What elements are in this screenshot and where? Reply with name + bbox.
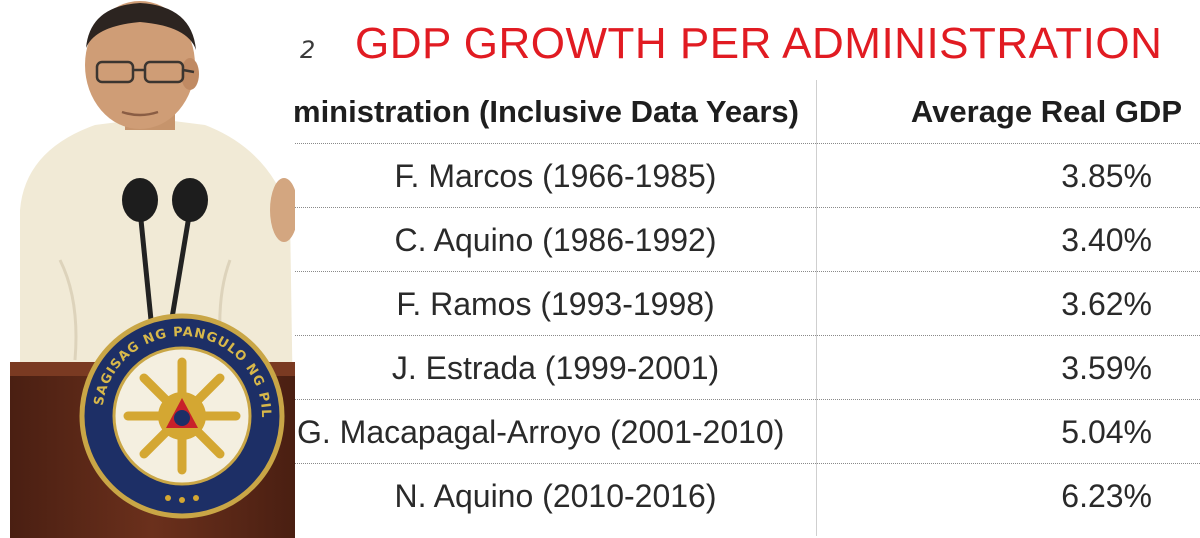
administration-cell: G. Macapagal-Arroyo (2001-2010) — [297, 414, 785, 450]
administration-cell: N. Aquino (2010-2016) — [394, 478, 717, 514]
table-row: N. Aquino (2010-2016) 6.23% — [295, 464, 1200, 528]
gdp-cell: 3.85% — [1061, 158, 1152, 194]
administration-cell: F. Marcos (1966-1985) — [394, 158, 717, 194]
header-administration: ministration (Inclusive Data Years) — [295, 94, 799, 129]
table-row: F. Ramos (1993-1998) 3.62% — [295, 272, 1200, 336]
speaker-illustration: SAGISAG NG PANGULO NG PILIPINAS — [0, 0, 295, 538]
speaker-photo: SAGISAG NG PANGULO NG PILIPINAS — [0, 0, 295, 538]
table-row: F. Marcos (1966-1985) 3.85% — [295, 144, 1200, 208]
table-title: GDP GROWTH PER ADMINISTRATION — [355, 19, 1163, 68]
table-header-row: ministration (Inclusive Data Years) Aver… — [295, 80, 1200, 144]
administration-cell: F. Ramos (1993-1998) — [396, 286, 715, 322]
table-row: G. Macapagal-Arroyo (2001-2010) 5.04% — [295, 400, 1200, 464]
gdp-cell: 3.40% — [1061, 222, 1152, 258]
gdp-cell: 5.04% — [1061, 414, 1152, 450]
column-divider — [816, 80, 817, 536]
header-average-gdp: Average Real GDP — [910, 94, 1182, 129]
table-row: J. Estrada (1999-2001) 3.59% — [295, 336, 1200, 400]
administration-cell: C. Aquino (1986-1992) — [394, 222, 717, 258]
table-row: C. Aquino (1986-1992) 3.40% — [295, 208, 1200, 272]
administration-cell: J. Estrada (1999-2001) — [391, 350, 720, 386]
gdp-table-panel: 2 GDP GROWTH PER ADMINISTRATION ministra… — [295, 0, 1200, 538]
gdp-cell: 3.59% — [1061, 350, 1152, 386]
figure-number: 2 — [300, 36, 316, 64]
gdp-cell: 6.23% — [1061, 478, 1152, 514]
gdp-cell: 3.62% — [1061, 286, 1152, 322]
